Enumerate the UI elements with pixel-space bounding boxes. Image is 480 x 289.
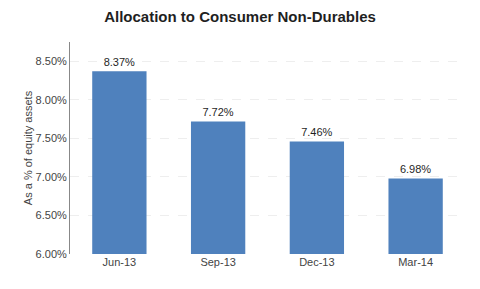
svg-text:Jun-13: Jun-13 — [103, 256, 137, 268]
svg-text:Allocation to Consumer Non-Dur: Allocation to Consumer Non-Durables — [104, 8, 376, 25]
svg-text:6.98%: 6.98% — [400, 163, 431, 175]
svg-text:6.00%: 6.00% — [36, 248, 67, 260]
svg-text:As a % of equity assets: As a % of equity assets — [22, 90, 34, 205]
svg-text:Sep-13: Sep-13 — [200, 256, 235, 268]
svg-text:8.00%: 8.00% — [36, 94, 67, 106]
svg-text:Mar-14: Mar-14 — [398, 256, 433, 268]
svg-text:7.72%: 7.72% — [202, 106, 233, 118]
svg-text:6.50%: 6.50% — [36, 209, 67, 221]
svg-text:7.00%: 7.00% — [36, 171, 67, 183]
svg-text:8.50%: 8.50% — [36, 55, 67, 67]
svg-text:7.50%: 7.50% — [36, 132, 67, 144]
svg-text:Dec-13: Dec-13 — [299, 256, 334, 268]
svg-text:8.37%: 8.37% — [104, 56, 135, 68]
svg-text:7.46%: 7.46% — [301, 126, 332, 138]
